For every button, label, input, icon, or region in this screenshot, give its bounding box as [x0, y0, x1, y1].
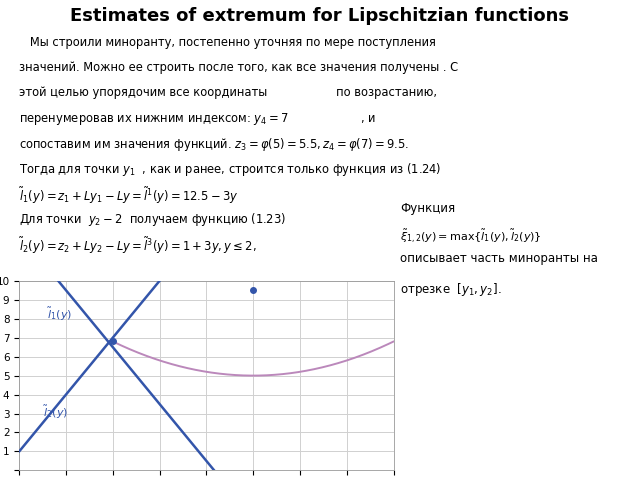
Text: Мы строили миноранту, постепенно уточняя по мере поступления: Мы строили миноранту, постепенно уточняя… — [19, 36, 436, 49]
Text: $\tilde{l}_1(y) = z_1 + Ly_1 - Ly = \tilde{l}^1(y) = 12.5 - 3y$: $\tilde{l}_1(y) = z_1 + Ly_1 - Ly = \til… — [19, 186, 239, 206]
Text: перенумеровав их нижним индексом: $y_4 = 7$                    , и: перенумеровав их нижним индексом: $y_4 =… — [19, 111, 376, 127]
Text: $\tilde{\xi}_{1,2}(y) = \max\{\tilde{l}_1(y), \tilde{l}_2(y)\}$: $\tilde{\xi}_{1,2}(y) = \max\{\tilde{l}_… — [400, 228, 541, 246]
Text: этой целью упорядочим все координаты                   по возрастанию,: этой целью упорядочим все координаты по … — [19, 86, 437, 99]
Text: значений. Можно ее строить после того, как все значения получены . С: значений. Можно ее строить после того, к… — [19, 61, 458, 74]
Text: $\tilde{l}_2(y) = z_2 + Ly_2 - Ly = \tilde{l}^3(y) = 1 + 3y, y \leq 2,$: $\tilde{l}_2(y) = z_2 + Ly_2 - Ly = \til… — [19, 236, 257, 256]
Text: Для точки  $y_2 - 2$  получаем функцию (1.23): Для точки $y_2 - 2$ получаем функцию (1.… — [19, 211, 286, 228]
Text: Тогда для точки $y_1$  , как и ранее, строится только функция из (1.24): Тогда для точки $y_1$ , как и ранее, стр… — [19, 161, 442, 178]
Text: описывает часть миноранты на: описывает часть миноранты на — [400, 252, 598, 265]
Text: $\tilde{l}_2(y)$: $\tilde{l}_2(y)$ — [43, 404, 68, 421]
Text: Estimates of extremum for Lipschitzian functions: Estimates of extremum for Lipschitzian f… — [70, 7, 570, 25]
Text: $\tilde{l}_1(y)$: $\tilde{l}_1(y)$ — [47, 306, 72, 323]
Text: сопоставим им значения функций. $z_3 = \varphi(5) = 5.5, z_4 = \varphi(7) = 9.5$: сопоставим им значения функций. $z_3 = \… — [19, 136, 409, 153]
Text: Функция: Функция — [400, 202, 455, 215]
Text: отрезке  $[y_1, y_2]$.: отрезке $[y_1, y_2]$. — [400, 281, 502, 298]
